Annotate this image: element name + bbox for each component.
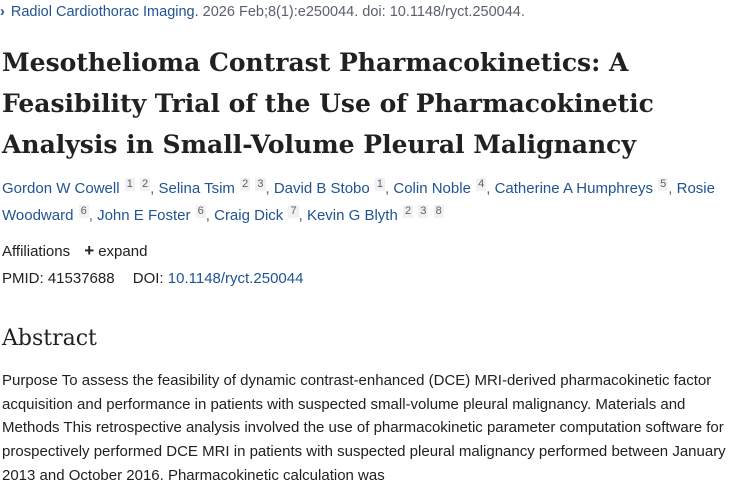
- chevron-right-icon[interactable]: ›: [0, 4, 5, 20]
- journal-citation: › Radiol Cardiothorac Imaging. 2026 Feb;8…: [0, 4, 525, 20]
- author-entry: Kevin G Blyth 2 3 8: [306, 205, 444, 224]
- article-title: Mesothelioma Contrast Pharmacokinetics: …: [2, 48, 654, 159]
- author-entry: David B Stobo 1,: [273, 178, 394, 197]
- author-separator: ,: [88, 207, 98, 224]
- affiliation-number[interactable]: 6: [78, 205, 89, 218]
- author-separator: ,: [205, 207, 215, 224]
- affiliation-number[interactable]: 4: [476, 178, 487, 191]
- affiliation-number[interactable]: 1: [124, 178, 135, 191]
- author-name-link[interactable]: Rosie Woodward: [2, 180, 715, 224]
- doi-link[interactable]: 10.1148/ryct.250044: [167, 270, 304, 287]
- affiliation-number[interactable]: 8: [433, 205, 444, 218]
- author-separator: ,: [668, 180, 677, 197]
- affiliation-number[interactable]: 6: [195, 205, 206, 218]
- author-entry: Gordon W Cowell 1 2,: [2, 178, 159, 197]
- author-entry: Colin Noble 4,: [393, 178, 495, 197]
- affiliation-number[interactable]: 1: [374, 178, 386, 191]
- author-name-link[interactable]: John E Foster: [97, 207, 191, 224]
- affiliation-number[interactable]: 2: [402, 205, 414, 218]
- plus-icon: +: [84, 241, 95, 260]
- affiliations-row: Affiliations + expand: [2, 241, 147, 261]
- abstract-heading: Abstract: [2, 326, 97, 351]
- authors-list: Gordon W Cowell 1 2, Selina Tsim 2 3, Da…: [2, 175, 747, 229]
- pmid-value: 41537688: [47, 270, 115, 287]
- author-name-link[interactable]: Catherine A Humphreys: [494, 180, 653, 197]
- citation-details: 2026 Feb;8(1):e250044. doi: 10.1148/ryct…: [202, 4, 525, 20]
- author-separator: ,: [486, 180, 495, 197]
- affiliation-number[interactable]: 7: [288, 205, 299, 218]
- pmid-label: PMID:: [2, 270, 44, 287]
- author-entry: Catherine A Humphreys 5,: [494, 178, 677, 197]
- author-separator: ,: [265, 180, 274, 197]
- author-name-link[interactable]: Kevin G Blyth: [306, 207, 398, 224]
- affiliation-number[interactable]: 2: [140, 178, 151, 191]
- author-name-link[interactable]: Colin Noble: [393, 180, 471, 197]
- identifiers-row: PMID: 41537688 DOI: 10.1148/ryct.250044: [2, 270, 303, 287]
- author-separator: ,: [298, 207, 307, 224]
- affiliations-expand-button[interactable]: + expand: [84, 241, 148, 260]
- author-entry: Selina Tsim 2 3,: [158, 178, 274, 197]
- author-separator: ,: [385, 180, 394, 197]
- author-name-link[interactable]: Selina Tsim: [158, 180, 235, 197]
- affiliation-number[interactable]: 2: [240, 178, 251, 191]
- journal-link[interactable]: Radiol Cardiothorac Imaging.: [10, 4, 199, 20]
- affiliation-number[interactable]: 3: [418, 205, 429, 218]
- doi-label: DOI:: [132, 270, 164, 287]
- affiliation-number[interactable]: 3: [255, 178, 266, 191]
- abstract-text: Purpose To assess the feasibility of dyn…: [2, 372, 726, 484]
- author-separator: ,: [150, 180, 159, 197]
- author-entry: Craig Dick 7,: [214, 205, 307, 224]
- author-name-link[interactable]: David B Stobo: [273, 180, 370, 197]
- affiliation-number[interactable]: 5: [658, 178, 669, 191]
- author-entry: John E Foster 6,: [97, 205, 215, 224]
- affiliations-label: Affiliations: [2, 243, 71, 260]
- author-name-link[interactable]: Gordon W Cowell: [2, 180, 120, 197]
- author-name-link[interactable]: Craig Dick: [214, 207, 284, 224]
- expand-label: expand: [98, 243, 148, 260]
- author-entry: Rosie Woodward 6,: [2, 180, 715, 224]
